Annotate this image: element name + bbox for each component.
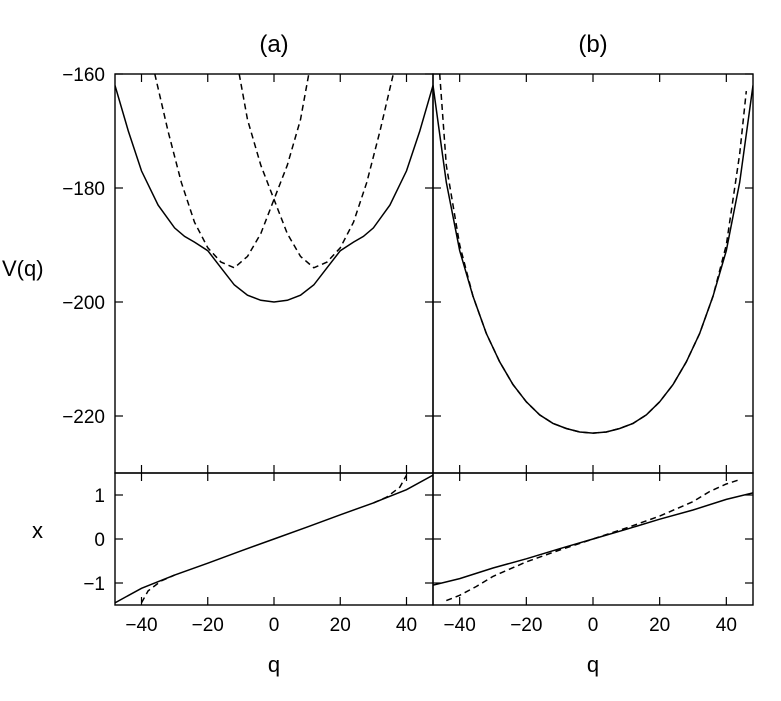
y-tick-label: −220 [62, 407, 105, 428]
x-tick-label: 20 [649, 615, 670, 636]
panel-title: (a) [259, 31, 288, 58]
dashed-curve-2 [438, 74, 748, 434]
x-tick-label: 0 [588, 615, 599, 636]
x-tick-label: −40 [125, 615, 157, 636]
solid-curve-1 [115, 85, 433, 303]
y-axis-label: V(q) [2, 256, 44, 281]
x-axis-label: q [268, 652, 280, 677]
panel-2: −1 0 1 −40 −20 0 20 40 x q [32, 472, 434, 677]
y-tick-label: −200 [62, 293, 105, 314]
solid-curve-1 [433, 85, 753, 434]
plot-frame [114, 73, 434, 474]
x-tick-label: −20 [510, 615, 542, 636]
y-axis-label: x [32, 518, 43, 543]
y-tick-label: 0 [94, 530, 105, 551]
x-tick-label: 40 [716, 615, 737, 636]
x-tick-label: 40 [396, 615, 417, 636]
solid-curve-1 [115, 474, 433, 604]
panel-4: −40 −20 0 20 40 q [432, 472, 754, 677]
y-tick-label: −180 [62, 179, 105, 200]
dashed-curve-3 [238, 74, 395, 269]
dashed-curve-2 [446, 478, 740, 602]
x-tick-label: 0 [269, 615, 280, 636]
panel-3: (b) [432, 31, 754, 474]
panel-1: −220 −200 −180 −160 (a) V(q) [2, 31, 434, 474]
y-tick-label: −1 [83, 574, 105, 595]
solid-curve-1 [433, 492, 753, 586]
x-tick-label: 20 [330, 615, 351, 636]
panel-title: (b) [578, 31, 607, 58]
y-tick-label: 1 [94, 486, 105, 507]
y-tick-label: −160 [62, 65, 105, 86]
x-tick-label: −40 [444, 615, 476, 636]
plot-frame [432, 73, 754, 474]
dashed-curve-2 [154, 74, 310, 269]
x-axis-label: q [587, 652, 599, 677]
dashed-curve-3 [373, 474, 408, 504]
x-tick-label: −20 [192, 615, 224, 636]
dashed-curve-2 [140, 574, 175, 604]
